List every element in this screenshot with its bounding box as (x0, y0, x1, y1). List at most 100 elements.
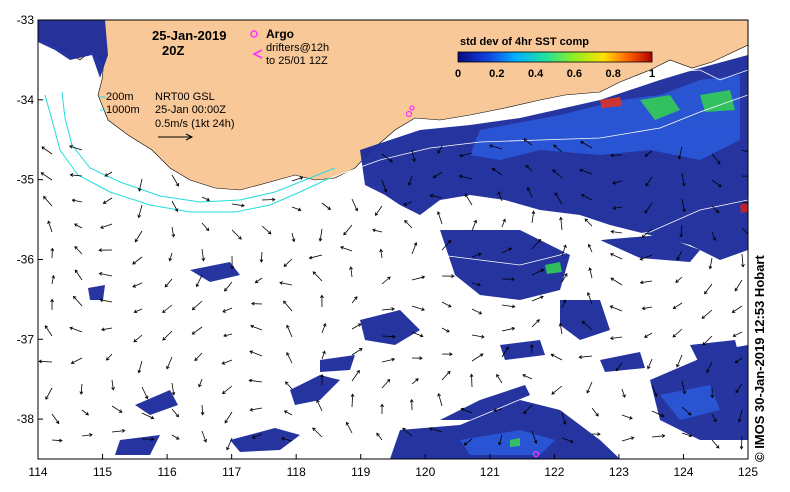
current-arrow (72, 295, 83, 307)
current-arrow (531, 319, 540, 328)
current-arrow (44, 325, 53, 337)
current-arrow (380, 403, 384, 415)
current-arrow (381, 357, 396, 363)
current-arrow (561, 437, 574, 443)
current-arrow (102, 197, 113, 204)
current-arrow (230, 255, 235, 270)
current-arrow (501, 346, 509, 358)
current-arrow (320, 373, 324, 386)
current-arrow (558, 322, 563, 335)
current-arrow (321, 202, 332, 210)
current-arrow (676, 354, 683, 368)
current-arrow (141, 386, 149, 400)
current-arrow (283, 300, 293, 312)
current-arrow (411, 378, 419, 385)
current-arrow (407, 175, 413, 186)
current-arrow (224, 281, 233, 292)
current-arrow (591, 407, 599, 417)
current-arrow (711, 179, 722, 188)
current-arrow (458, 174, 473, 180)
current-arrow (51, 413, 60, 425)
current-arrow (111, 428, 126, 433)
lon-tick-label: 123 (609, 465, 629, 479)
current-arrow (411, 305, 425, 311)
current-arrow (554, 192, 563, 205)
current-arrow (578, 355, 593, 359)
current-arrow (529, 344, 534, 354)
current-arrow (471, 308, 483, 315)
current-arrow (111, 405, 123, 413)
current-arrow (609, 305, 623, 312)
current-arrow (681, 198, 686, 213)
current-arrow (609, 336, 623, 341)
current-arrow (171, 174, 179, 187)
current-arrow (710, 387, 715, 399)
current-arrow (711, 205, 720, 214)
current-arrow (739, 435, 744, 450)
contour-1000m (61, 91, 336, 203)
current-arrow (463, 438, 473, 446)
current-arrow (441, 352, 453, 357)
current-arrow (735, 383, 743, 394)
current-arrow (551, 385, 563, 395)
current-arrow (171, 200, 179, 212)
current-arrow (404, 219, 413, 229)
current-arrow (351, 348, 363, 356)
current-arrow (381, 276, 391, 285)
current-arrow (291, 232, 296, 243)
current-arrow (501, 277, 515, 282)
current-arrow (171, 382, 176, 396)
lon-tick-label: 117 (222, 465, 241, 479)
current-arrow (231, 203, 245, 208)
current-arrow (612, 206, 623, 210)
current-arrow (471, 334, 485, 339)
current-arrow (651, 410, 665, 417)
current-arrow (677, 146, 683, 160)
current-arrow (351, 369, 360, 382)
current-arrow (249, 350, 263, 357)
current-arrow (201, 430, 207, 443)
current-arrow (639, 280, 653, 285)
current-arrow (588, 267, 593, 279)
drifter-legend-line1: drifters@12h (266, 42, 329, 54)
current-arrow (50, 298, 54, 311)
lon-tick-label: 116 (158, 465, 177, 479)
current-arrow (491, 168, 503, 176)
map-hour: 20Z (162, 43, 184, 58)
current-arrow (251, 301, 263, 306)
contour-1000m-label: 1000m (106, 104, 140, 116)
current-arrow (100, 223, 113, 229)
current-arrow (610, 277, 623, 286)
current-arrow (741, 227, 748, 237)
current-arrow (291, 206, 302, 212)
current-arrow (105, 353, 113, 361)
current-arrow (587, 243, 593, 253)
lat-tick-label: -37 (17, 332, 35, 346)
current-arrow (162, 330, 173, 341)
current-arrow (74, 245, 83, 255)
current-arrow (411, 275, 426, 281)
current-arrow (286, 324, 293, 338)
lat-tick-label: -34 (17, 93, 35, 107)
current-arrow (672, 302, 683, 310)
current-arrow (550, 353, 563, 361)
current-arrow (201, 196, 210, 202)
current-arrow (579, 168, 593, 175)
current-arrow (580, 141, 593, 149)
current-arrow (279, 281, 293, 286)
current-arrow (133, 308, 143, 314)
current-arrow (525, 164, 533, 172)
current-arrow (464, 193, 473, 206)
current-arrow (226, 437, 233, 451)
current-arrow (291, 176, 304, 182)
current-arrow (137, 360, 143, 374)
current-arrow (45, 387, 53, 400)
current-arrow (402, 427, 413, 437)
current-arrow (679, 224, 684, 238)
colorbar-tick-label: 1 (649, 68, 655, 80)
current-arrow (681, 380, 687, 395)
current-arrow (561, 411, 567, 426)
current-arrow (639, 254, 653, 261)
current-arrow (349, 266, 353, 278)
current-arrow (345, 421, 353, 434)
